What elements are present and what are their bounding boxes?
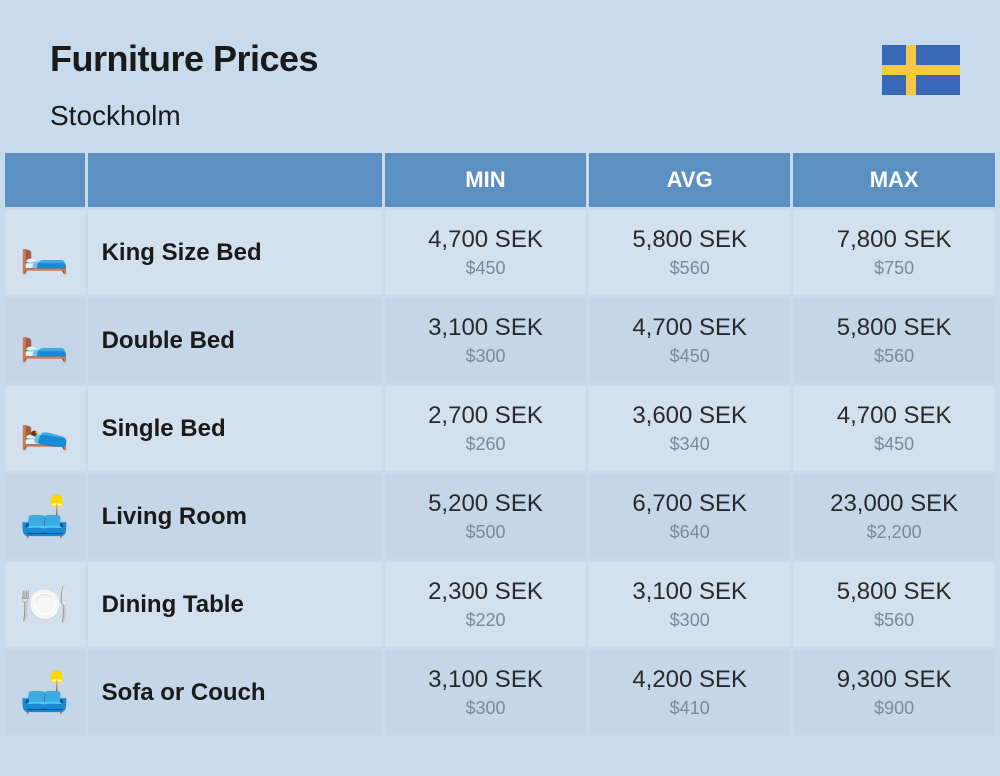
min-primary: 4,700 SEK [393,226,578,254]
avg-secondary: $340 [597,434,782,455]
max-primary: 9,300 SEK [801,666,987,694]
item-name: Single Bed [88,386,382,471]
item-name: Dining Table [88,562,382,647]
header-row: MIN AVG MAX [5,153,995,207]
item-name: Double Bed [88,298,382,383]
avg-cell: 5,800 SEK $560 [589,210,790,295]
min-secondary: $300 [393,698,578,719]
item-name: Living Room [88,474,382,559]
table-row: 🛌Single Bed 2,700 SEK $260 3,600 SEK $340 4,7… [5,386,995,471]
avg-cell: 3,100 SEK $300 [589,562,790,647]
table-row: 🍽️Dining Table 2,300 SEK $220 3,100 SEK $300… [5,562,995,647]
price-table: MIN AVG MAX 🛏️King Size Bed 4,700 SEK $450… [0,150,1000,738]
min-cell: 3,100 SEK $300 [385,650,586,735]
max-secondary: $900 [801,698,987,719]
avg-secondary: $450 [597,346,782,367]
min-primary: 3,100 SEK [393,314,578,342]
max-secondary: $560 [801,346,987,367]
avg-cell: 3,600 SEK $340 [589,386,790,471]
item-name: Sofa or Couch [88,650,382,735]
max-secondary: $750 [801,258,987,279]
item-name: King Size Bed [88,210,382,295]
max-primary: 5,800 SEK [801,578,987,606]
avg-secondary: $300 [597,610,782,631]
table-row: 🛏️King Size Bed 4,700 SEK $450 5,800 SEK $56… [5,210,995,295]
max-cell: 5,800 SEK $560 [793,562,995,647]
furniture-icon: 🛋️ [5,474,85,559]
avg-primary: 4,700 SEK [597,314,782,342]
min-cell: 2,700 SEK $260 [385,386,586,471]
table-row: 🛋️Sofa or Couch 3,100 SEK $300 4,200 SEK $41… [5,650,995,735]
max-primary: 5,800 SEK [801,314,987,342]
furniture-icon: 🛌 [5,386,85,471]
min-primary: 2,300 SEK [393,578,578,606]
page-title: Furniture Prices [50,38,950,80]
max-cell: 4,700 SEK $450 [793,386,995,471]
avg-secondary: $640 [597,522,782,543]
min-cell: 5,200 SEK $500 [385,474,586,559]
max-secondary: $560 [801,610,987,631]
avg-cell: 6,700 SEK $640 [589,474,790,559]
furniture-icon: 🛋️ [5,650,85,735]
col-avg: AVG [589,153,790,207]
avg-secondary: $560 [597,258,782,279]
max-cell: 9,300 SEK $900 [793,650,995,735]
min-secondary: $450 [393,258,578,279]
min-primary: 3,100 SEK [393,666,578,694]
max-cell: 7,800 SEK $750 [793,210,995,295]
min-secondary: $300 [393,346,578,367]
avg-primary: 3,100 SEK [597,578,782,606]
furniture-icon: 🛏️ [5,210,85,295]
max-cell: 5,800 SEK $560 [793,298,995,383]
avg-primary: 4,200 SEK [597,666,782,694]
avg-primary: 6,700 SEK [597,490,782,518]
min-secondary: $260 [393,434,578,455]
avg-secondary: $410 [597,698,782,719]
max-cell: 23,000 SEK $2,200 [793,474,995,559]
max-primary: 4,700 SEK [801,402,987,430]
max-secondary: $450 [801,434,987,455]
furniture-icon: 🍽️ [5,562,85,647]
max-primary: 23,000 SEK [801,490,987,518]
col-name [88,153,382,207]
avg-primary: 3,600 SEK [597,402,782,430]
avg-primary: 5,800 SEK [597,226,782,254]
header: Furniture Prices Stockholm [0,0,1000,150]
max-primary: 7,800 SEK [801,226,987,254]
max-secondary: $2,200 [801,522,987,543]
avg-cell: 4,700 SEK $450 [589,298,790,383]
col-min: MIN [385,153,586,207]
table-row: 🛋️Living Room 5,200 SEK $500 6,700 SEK $640 2… [5,474,995,559]
sweden-flag-icon [882,45,960,95]
min-secondary: $220 [393,610,578,631]
col-max: MAX [793,153,995,207]
min-cell: 3,100 SEK $300 [385,298,586,383]
avg-cell: 4,200 SEK $410 [589,650,790,735]
furniture-icon: 🛏️ [5,298,85,383]
min-primary: 2,700 SEK [393,402,578,430]
min-cell: 2,300 SEK $220 [385,562,586,647]
min-cell: 4,700 SEK $450 [385,210,586,295]
min-primary: 5,200 SEK [393,490,578,518]
col-icon [5,153,85,207]
min-secondary: $500 [393,522,578,543]
table-row: 🛏️Double Bed 3,100 SEK $300 4,700 SEK $450 5,… [5,298,995,383]
page-subtitle: Stockholm [50,100,950,132]
